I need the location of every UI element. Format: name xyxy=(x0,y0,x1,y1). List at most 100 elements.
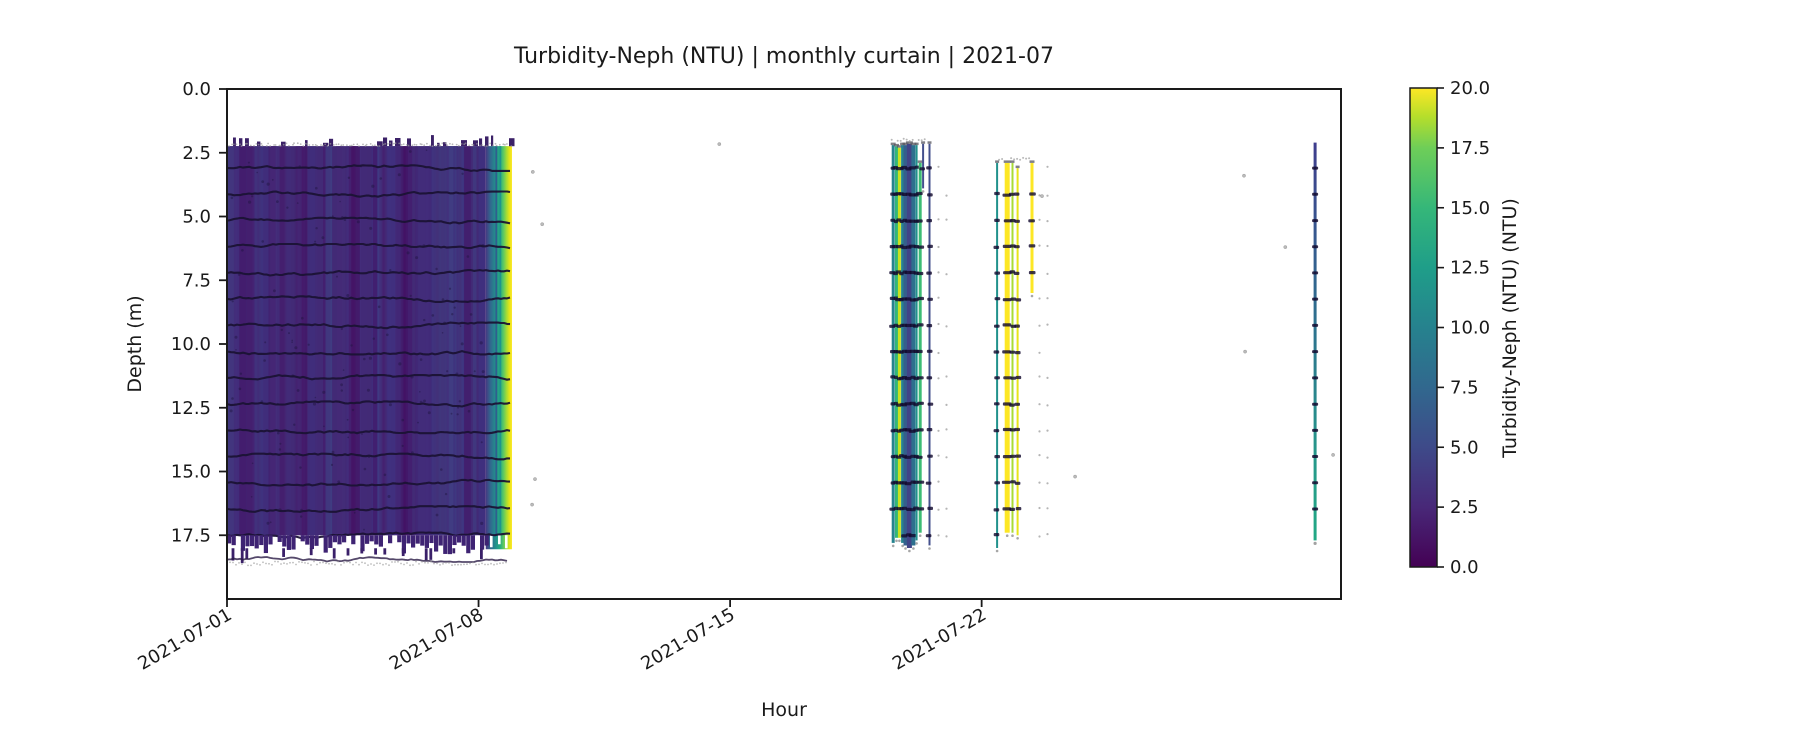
curtain-strip xyxy=(373,146,377,536)
top-fuzz-dot xyxy=(253,144,255,147)
stray-dot xyxy=(1040,194,1044,198)
bottom-fuzz-dot xyxy=(259,564,261,566)
side-grey-dot xyxy=(1038,454,1041,457)
ragged-bottom-col xyxy=(378,535,383,547)
ragged-top-dash xyxy=(383,137,388,147)
depth-marker-blob xyxy=(1015,375,1022,380)
top-fuzz-dot xyxy=(415,144,418,146)
top-fuzz-dot xyxy=(329,142,332,145)
curtain-speck xyxy=(273,289,276,293)
sensor-trace xyxy=(227,452,510,461)
top-fuzz-dot xyxy=(364,144,367,147)
depth-marker-blob xyxy=(1015,454,1021,458)
ragged-bottom-col xyxy=(388,535,393,544)
curtain-speck xyxy=(435,513,439,517)
stripe-end-dot xyxy=(1011,534,1014,537)
ragged-bottom-col xyxy=(291,535,296,550)
bottom-fuzz-dot xyxy=(229,561,231,564)
colorbar-gradient xyxy=(1409,87,1438,568)
side-grey-dot xyxy=(937,534,940,537)
top-fuzz-dot xyxy=(293,142,295,145)
side-grey-dot xyxy=(1046,456,1049,459)
depth-marker-blob xyxy=(993,533,1000,537)
x-tick-label: 2021-07-22 xyxy=(889,604,990,674)
depth-marker-blob xyxy=(1312,166,1319,170)
curtain-speck xyxy=(353,511,356,514)
y-tick-label: 12.5 xyxy=(171,398,211,419)
depth-marker-blob xyxy=(917,245,925,249)
top-fuzz-dot xyxy=(228,145,230,147)
ragged-bottom-col xyxy=(406,535,411,544)
bottom-fuzz-dot xyxy=(238,562,240,564)
ragged-bottom-dash xyxy=(374,548,377,555)
curtain-strip xyxy=(403,146,408,536)
side-grey-dot xyxy=(937,429,940,432)
side-grey-dot xyxy=(945,218,948,221)
curtain-strip xyxy=(444,146,451,536)
stripe-top-cap xyxy=(917,160,923,163)
top-fuzz-dot xyxy=(257,143,260,146)
curtain-speck xyxy=(368,356,372,360)
curtain-speck xyxy=(266,521,270,525)
bottom-fuzz-dot xyxy=(484,563,486,566)
depth-marker-blob xyxy=(916,271,924,276)
side-grey-dot xyxy=(937,296,940,299)
plot-data-layer xyxy=(227,135,1335,567)
top-fuzz-dot xyxy=(260,142,263,145)
event-stripe xyxy=(996,162,999,548)
gradient-profile-line xyxy=(1312,142,1319,546)
event-stripe xyxy=(918,162,922,533)
depth-marker-blob xyxy=(927,506,933,510)
bottom-fuzz-dot xyxy=(457,563,459,566)
ragged-bottom-dash xyxy=(240,548,244,564)
bottom-fuzz-dot xyxy=(424,561,426,564)
curtain-speck xyxy=(406,251,410,255)
depth-marker-blob xyxy=(1014,219,1020,223)
curtain-speck xyxy=(278,448,282,451)
top-fuzz-dot xyxy=(346,144,348,147)
curtain-speck xyxy=(423,399,426,403)
curtain-speck xyxy=(431,314,435,317)
top-fuzz-dot xyxy=(320,144,322,146)
curtain-speck xyxy=(356,220,360,224)
curtain-speck xyxy=(237,273,241,276)
bottom-fuzz-dot xyxy=(298,561,300,563)
top-fuzz-dot xyxy=(288,144,290,147)
bottom-fuzz-dot xyxy=(277,560,279,563)
gradient-profile-rect xyxy=(1313,142,1317,541)
bottom-fuzz-dot xyxy=(475,563,477,566)
curtain-speck xyxy=(427,411,431,415)
curtain-strip xyxy=(252,146,260,536)
top-fuzz-dot xyxy=(405,144,408,146)
stripe-end-dot xyxy=(1030,294,1034,298)
sensor-trace xyxy=(227,531,511,540)
bottom-fuzz-dot xyxy=(382,563,384,566)
bottom-fuzz-dot xyxy=(283,562,285,565)
bottom-fuzz-dot xyxy=(313,560,315,563)
curtain-strip-blue xyxy=(455,146,464,536)
bottom-fuzz-dot xyxy=(379,562,381,565)
top-fuzz-dot xyxy=(369,143,372,145)
top-fuzz-dot xyxy=(240,145,243,147)
ragged-top-dash xyxy=(485,136,489,147)
curtain-strip xyxy=(279,146,287,536)
curtain-strip xyxy=(414,146,418,536)
curtain-speck xyxy=(389,269,392,272)
bottom-fuzz-dot xyxy=(331,562,333,565)
y-tick-label: 7.5 xyxy=(182,270,211,291)
cluster-top-fuzz xyxy=(1016,157,1019,160)
bottom-fuzz-dot xyxy=(322,561,324,564)
stripe-end-dot xyxy=(1016,537,1019,540)
curtain-strip xyxy=(431,146,437,536)
top-fuzz-dot xyxy=(356,143,359,146)
depth-marker-blob xyxy=(926,166,932,170)
curtain-speck xyxy=(479,341,483,345)
ragged-bottom-col xyxy=(259,535,264,546)
top-fuzz-dot xyxy=(451,143,454,146)
stripe-top-cap xyxy=(910,142,917,146)
curtain-strip xyxy=(308,146,316,536)
stripe-top-cap xyxy=(905,141,913,144)
colorbar-tick-label: 17.5 xyxy=(1450,138,1490,159)
top-fuzz-dot xyxy=(371,144,374,147)
